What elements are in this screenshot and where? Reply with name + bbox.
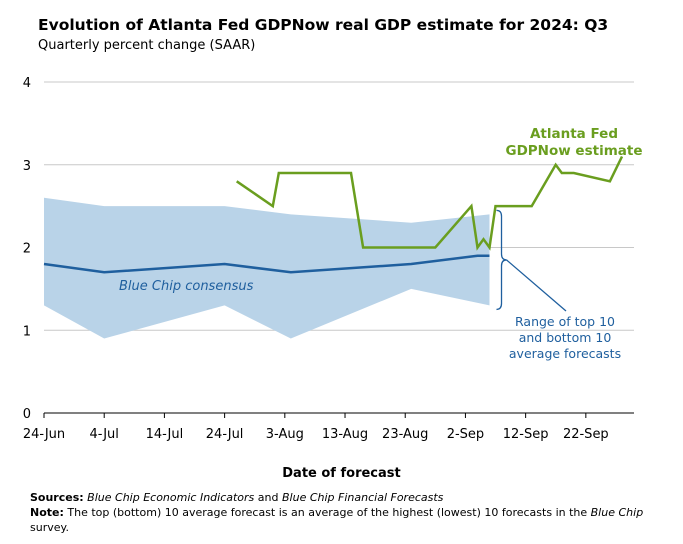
x-tick-label-24-Jun: 24-Jun (23, 427, 65, 442)
gdpnow-series-line (235, 155, 624, 251)
y-tick-label-4: 4 (23, 76, 31, 91)
y-tick-label-0: 0 (23, 407, 31, 422)
axis-layer: 0 1 2 3 4 24-Jun 4-Jul 14-Jul 24-Jul 3-Aug 13-Aug 2… (23, 76, 634, 442)
x-tick-label-24-Jul: 24-Jul (206, 427, 244, 442)
x-tick-label-3-Aug: 3-Aug (266, 427, 304, 442)
x-tick-label-14-Jul: 14-Jul (146, 427, 184, 442)
range-leader-line (506, 259, 567, 312)
sources-line: Sources: Blue Chip Economic Indicators a… (30, 490, 650, 505)
range-label-line-0: Range of top 10 (515, 314, 615, 329)
x-tick-label-2-Sep: 2-Sep (447, 427, 484, 442)
y-tick-label-3: 3 (23, 159, 31, 174)
gdpnow-series-label: Atlanta Fed GDPNow estimate (506, 126, 643, 159)
note-line: Note: The top (bottom) 10 average foreca… (30, 505, 650, 535)
gdpnow-label-line-1: GDPNow estimate (506, 143, 643, 159)
source-1: Blue Chip Economic Indicators (87, 491, 255, 504)
annotation-layer: Atlanta Fed GDPNow estimate Blue Chip cons… (119, 126, 642, 361)
x-tick-label-12-Sep: 12-Sep (503, 427, 549, 442)
source-2: Blue Chip Financial Forecasts (282, 491, 444, 504)
line-chart: 0 1 2 3 4 24-Jun 4-Jul 14-Jul 24-Jul 3-Aug 13-Aug 2… (23, 76, 643, 442)
note-label: Note: (30, 506, 64, 519)
consensus-series-line (43, 254, 490, 274)
x-tick-label-22-Sep: 22-Sep (563, 427, 609, 442)
chart-subtitle: Quarterly percent change (SAAR) (38, 38, 256, 53)
note-text: The top (bottom) 10 average forecast is … (63, 506, 591, 519)
range-label-line-2: average forecasts (509, 346, 621, 361)
chart-title: Evolution of Atlanta Fed GDPNow real GDP… (38, 16, 609, 34)
note-italic: Blue Chip (590, 506, 644, 519)
y-tick-label-1: 1 (23, 324, 31, 339)
chart-notes: Sources: Blue Chip Economic Indicators a… (30, 490, 650, 535)
x-tick-label-4-Jul: 4-Jul (90, 427, 119, 442)
x-tick-label-13-Aug: 13-Aug (322, 427, 368, 442)
range-band-label: Range of top 10 and bottom 10 average fore… (509, 314, 621, 361)
x-tick-label-23-Aug: 23-Aug (382, 427, 428, 442)
series-layer (43, 155, 624, 274)
sources-label: Sources: (30, 491, 84, 504)
range-label-line-1: and bottom 10 (519, 330, 612, 345)
consensus-series-label: Blue Chip consensus (119, 279, 254, 294)
note-end: survey. (30, 521, 69, 534)
x-axis-title: Date of forecast (282, 466, 401, 481)
sources-and: and (254, 491, 282, 504)
y-tick-label-2: 2 (23, 242, 31, 257)
gdpnow-label-line-0: Atlanta Fed (530, 126, 618, 142)
range-bracket (496, 209, 507, 311)
